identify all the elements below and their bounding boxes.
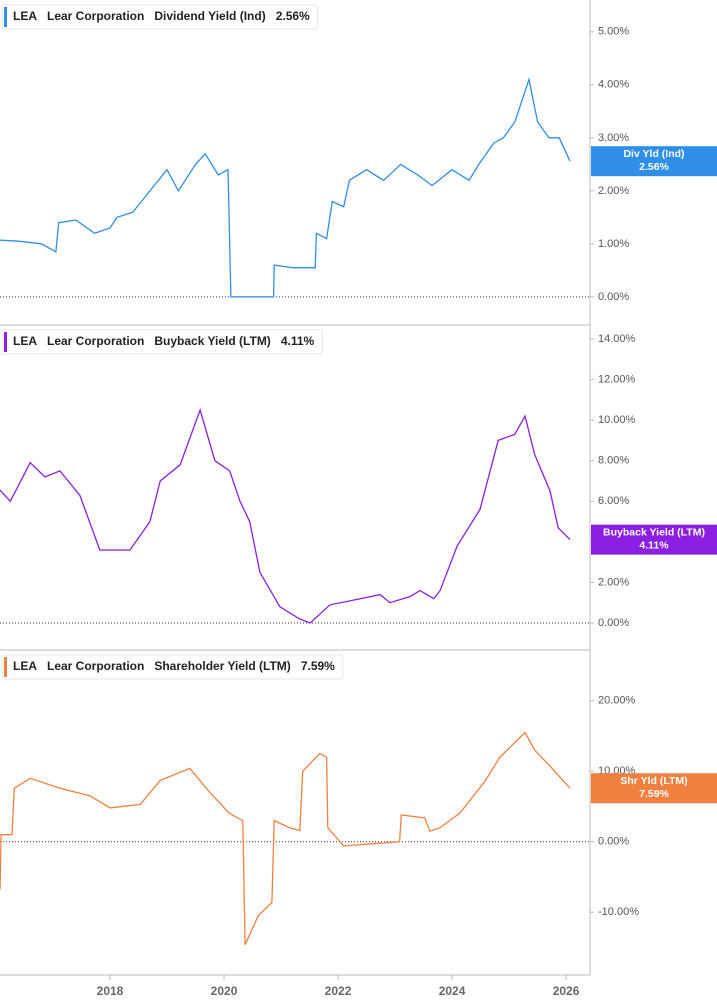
legend-swatch xyxy=(4,332,7,352)
x-tick-label: 2026 xyxy=(553,984,580,998)
legend-series: Dividend Yield (Ind) xyxy=(154,9,265,23)
series-line xyxy=(0,76,571,298)
legend-ticker: LEA xyxy=(13,659,37,673)
y-tick-label: 0.00% xyxy=(598,617,629,629)
x-tick-label: 2024 xyxy=(439,984,466,998)
legend-swatch xyxy=(4,657,7,677)
y-tick-label: 4.00% xyxy=(598,79,629,91)
legend: LEA Lear Corporation Shareholder Yield (LT… xyxy=(1,654,344,680)
legend-value: 2.56% xyxy=(276,9,310,23)
legend-series: Buyback Yield (LTM) xyxy=(154,334,270,348)
y-tick-label: -10.00% xyxy=(598,906,639,918)
y-tick-label: 12.00% xyxy=(598,373,636,385)
legend-ticker: LEA xyxy=(13,334,37,348)
y-tick-label: 10.00% xyxy=(598,414,636,426)
legend-company: Lear Corporation xyxy=(47,334,144,348)
y-tick-label: 8.00% xyxy=(598,455,629,467)
legend-swatch xyxy=(4,7,7,27)
value-badge xyxy=(591,773,717,804)
y-tick-label: 2.00% xyxy=(598,576,629,588)
y-tick-label: 20.00% xyxy=(598,695,636,707)
y-tick-label: 2.00% xyxy=(598,185,629,197)
legend-value: 4.11% xyxy=(281,334,315,348)
value-badge xyxy=(591,146,717,177)
x-tick-label: 2018 xyxy=(97,984,124,998)
x-tick-label: 2022 xyxy=(325,984,352,998)
badge-label: Buyback Yield (LTM) xyxy=(603,526,705,538)
legend-box xyxy=(1,4,319,30)
series-line xyxy=(0,731,571,945)
value-badge xyxy=(591,524,717,555)
legend-series: Shareholder Yield (LTM) xyxy=(154,659,290,673)
badge-label: Div Yld (Ind) xyxy=(623,148,684,160)
y-tick-label: 0.00% xyxy=(598,291,629,303)
legend-company: Lear Corporation xyxy=(47,659,144,673)
badge-value: 7.59% xyxy=(639,788,669,800)
legend-value: 7.59% xyxy=(301,659,335,673)
y-tick-label: 6.00% xyxy=(598,495,629,507)
legend-ticker: LEA xyxy=(13,9,37,23)
series-line xyxy=(0,407,571,624)
x-tick-label: 2020 xyxy=(211,984,238,998)
y-tick-label: 1.00% xyxy=(598,238,629,250)
badge-label: Shr Yld (LTM) xyxy=(620,775,687,787)
legend-box xyxy=(1,329,323,355)
badge-value: 2.56% xyxy=(639,161,669,173)
legend-company: Lear Corporation xyxy=(47,9,144,23)
y-tick-label: 0.00% xyxy=(598,836,629,848)
y-tick-label: 3.00% xyxy=(598,132,629,144)
y-tick-label: 14.00% xyxy=(598,333,636,345)
badge-value: 4.11% xyxy=(639,539,669,551)
legend-box xyxy=(1,654,344,680)
legend: LEA Lear Corporation Dividend Yield (Ind) 2… xyxy=(1,4,319,30)
y-tick-label: 5.00% xyxy=(598,26,629,38)
legend: LEA Lear Corporation Buyback Yield (LTM) 4.… xyxy=(1,329,323,355)
